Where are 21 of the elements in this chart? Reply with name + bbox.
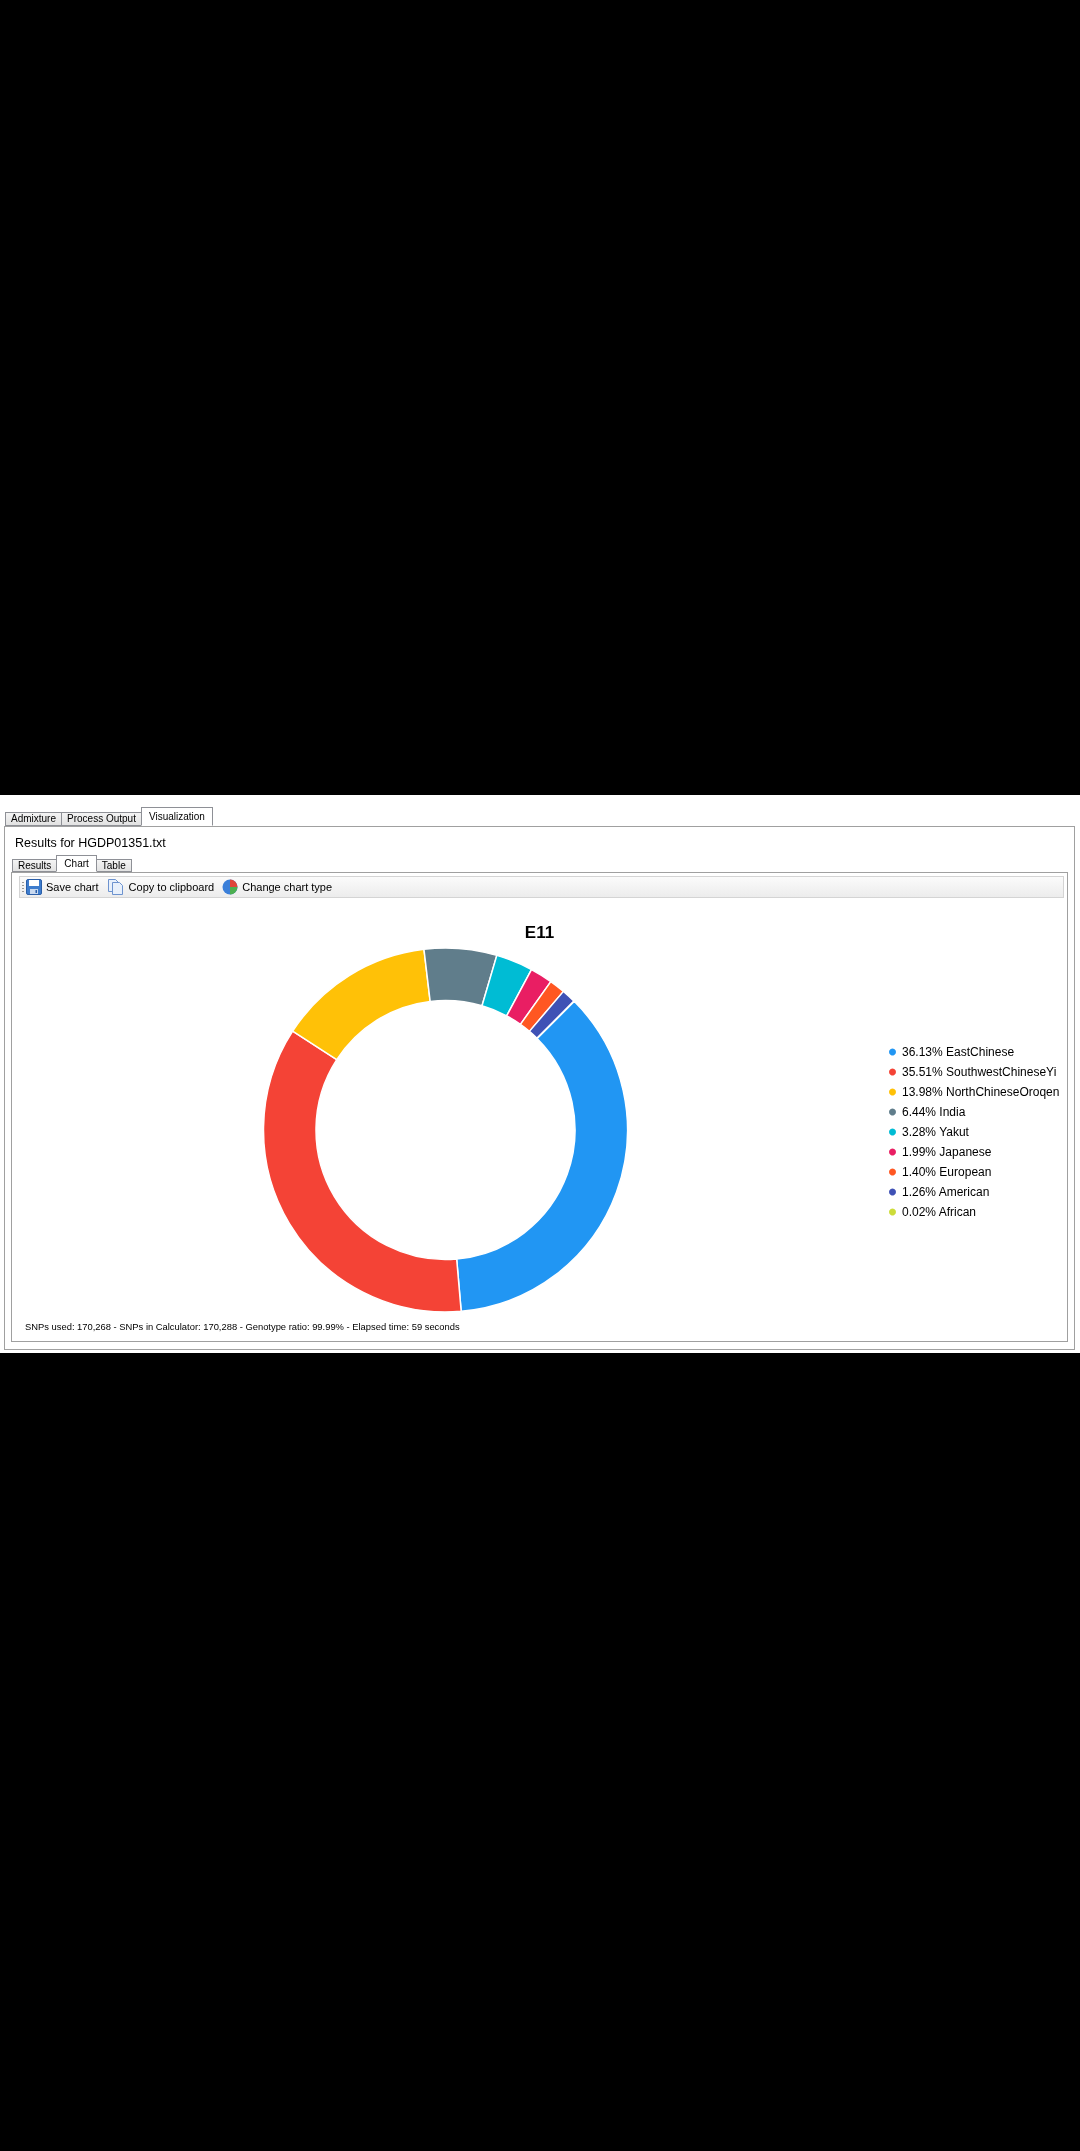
text: Results for HGDP01351.txt	[15, 835, 166, 851]
legend-label: 13.98% NorthChineseOroqen	[902, 1085, 1060, 1099]
legend-label: 1.99% Japanese	[902, 1145, 992, 1159]
legend-label: 36.13% EastChinese	[902, 1045, 1015, 1059]
tab: Table	[95, 859, 132, 872]
tab: Results	[12, 859, 58, 872]
tab: Admixture	[5, 812, 62, 826]
text: Change chart type	[242, 881, 333, 893]
legend-label: 6.44% India	[902, 1105, 966, 1119]
tab: Process Output	[61, 812, 142, 826]
text: SNPs used: 170,268 - SNPs in Calculator: 170,288 - Genotype ratio: 99.99% - Elapsed time: 59 seconds	[25, 1321, 460, 1333]
legend-label: 1.40% European	[902, 1165, 992, 1179]
chart-title: E11	[524, 923, 555, 942]
legend-label: 3.28% Yakut	[902, 1125, 970, 1139]
text: Copy to clipboard	[128, 881, 215, 893]
tab: Visualization	[140, 807, 213, 826]
tab: Chart	[56, 855, 97, 872]
legend-label: 1.26% American	[902, 1185, 990, 1199]
text: Save chart	[46, 881, 99, 893]
legend-label: 35.51% SouthwestChineseYi	[902, 1065, 1057, 1079]
legend-label: 0.02% African	[902, 1205, 977, 1219]
